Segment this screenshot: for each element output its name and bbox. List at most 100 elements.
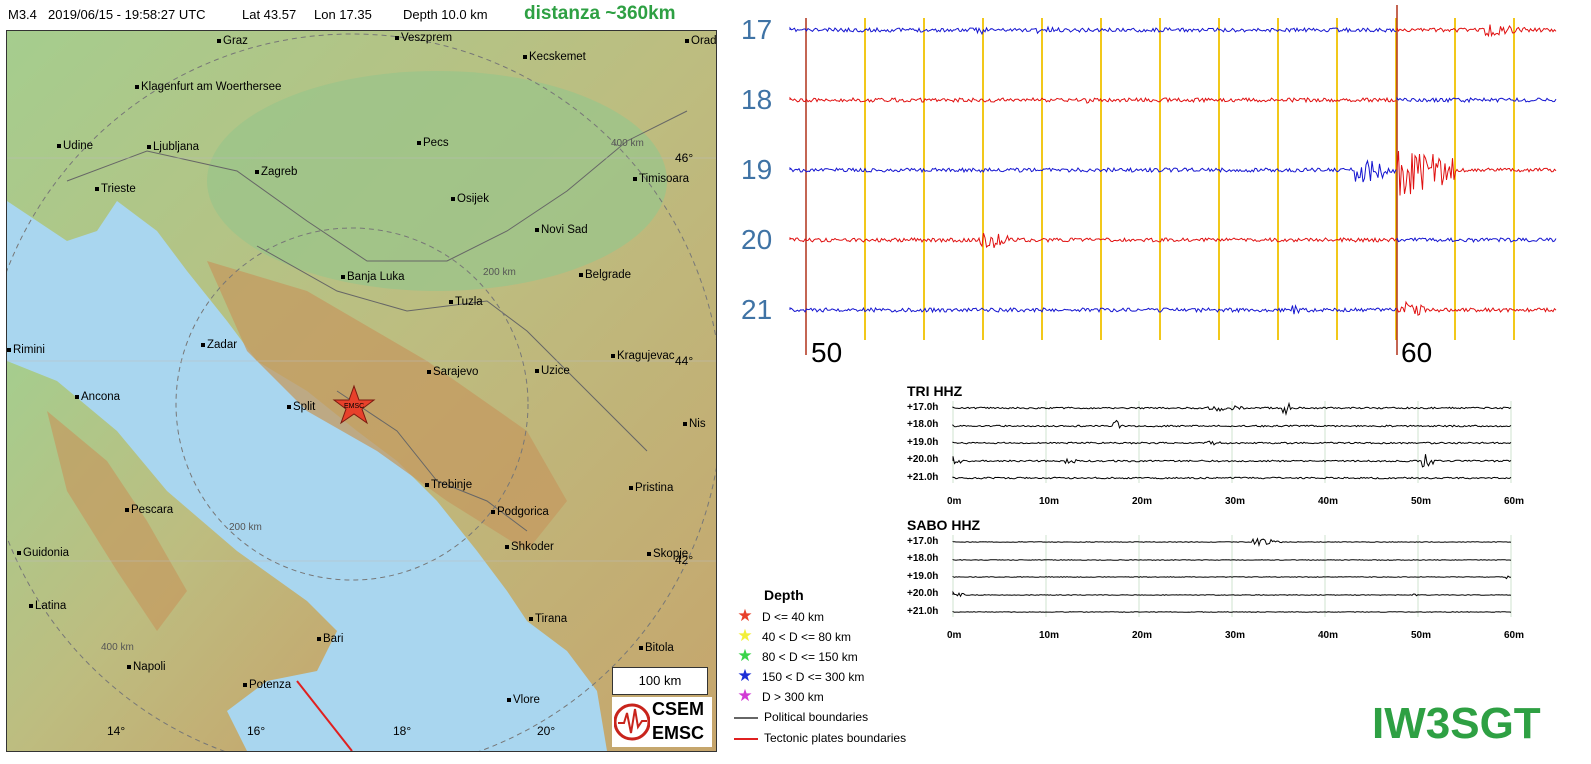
magnitude: M3.4	[8, 7, 37, 22]
city-label: Orad	[685, 35, 716, 47]
city-label: Potenza	[243, 679, 291, 691]
drum-trace	[1396, 150, 1557, 196]
city-label: Kragujevac	[611, 350, 675, 362]
city-label: Uzice	[535, 365, 570, 377]
axis-label: 40m	[1318, 496, 1339, 507]
station-helicorder-tri: TRI HHZ +17.0h +18.0h +19.0h +20.0h +21.…	[907, 383, 1527, 511]
row-label: +20.0h	[907, 588, 939, 599]
scale-bar: 100 km	[612, 667, 708, 695]
row-label: +19.0h	[907, 437, 939, 448]
lon-label: 14°	[107, 724, 126, 738]
heli-trace	[952, 575, 1512, 580]
hour-label: 18	[741, 84, 773, 115]
logo-text-csem: CSEM	[652, 699, 705, 719]
ring-label: 200 km	[229, 522, 262, 533]
city-label: Pristina	[629, 482, 673, 494]
star-icon: ★	[737, 606, 753, 625]
city-label: Shkoder	[505, 541, 554, 553]
map-terrain	[7, 31, 716, 751]
drum-trace	[789, 159, 1397, 183]
hour-label: 17	[741, 14, 773, 45]
event-lat: Lat 43.57	[242, 7, 297, 22]
legend-item: ★ 40 < D <= 80 km	[734, 626, 851, 646]
city-label: Graz	[217, 35, 248, 47]
row-label: +18.0h	[907, 553, 939, 564]
event-lon: Lon 17.35	[314, 7, 372, 22]
station-name: TRI HHZ	[907, 383, 963, 399]
heli-trace	[952, 476, 1512, 480]
city-label: Banja Luka	[341, 271, 405, 283]
hour-label: 21	[741, 294, 773, 325]
axis-label: 30m	[1225, 496, 1246, 507]
city-label: Rimini	[7, 344, 45, 356]
drum-trace	[1396, 236, 1557, 243]
drum-trace	[789, 96, 1397, 104]
row-label: +17.0h	[907, 536, 939, 547]
heli-trace	[952, 440, 1512, 446]
heli-trace	[952, 590, 1512, 598]
heli-trace	[952, 401, 1512, 416]
city-label: Kecskemet	[523, 51, 586, 63]
drum-traces	[789, 5, 1557, 355]
drum-trace	[789, 25, 1397, 36]
drum-trace	[1396, 96, 1557, 104]
city-label: Sarajevo	[427, 366, 478, 378]
emsc-globe-icon	[614, 703, 650, 741]
star-icon: ★	[737, 646, 753, 665]
drum-trace	[789, 304, 1397, 315]
star-icon: ★	[737, 626, 753, 645]
star-icon: ★	[737, 686, 753, 705]
city-label: Timisoara	[633, 173, 689, 185]
city-label: Pescara	[125, 504, 173, 516]
row-label: +18.0h	[907, 419, 939, 430]
city-label: Ljubljana	[147, 141, 199, 153]
hour-label: 20	[741, 224, 773, 255]
station-helicorder-sabo: SABO HHZ +17.0h +18.0h +19.0h +20.0h +21…	[907, 517, 1527, 645]
axis-label: 20m	[1132, 496, 1153, 507]
city-label: Skopje	[647, 548, 688, 560]
city-label: Podgorica	[491, 506, 549, 518]
axis-label: 0m	[947, 630, 962, 641]
lon-label: 18°	[393, 724, 412, 738]
station-name: SABO HHZ	[907, 517, 981, 533]
drum-seismogram: 17 18 19 20 21 50 60	[735, 0, 1565, 380]
row-label: +19.0h	[907, 571, 939, 582]
hour-label: 19	[741, 154, 773, 185]
legend-title: Depth	[764, 587, 804, 603]
row-label: +21.0h	[907, 472, 939, 483]
city-label: Guidonia	[17, 547, 69, 559]
axis-label: 60m	[1504, 496, 1525, 507]
city-label: Osijek	[451, 193, 489, 205]
drum-trace	[1396, 24, 1557, 38]
city-label: Tirana	[529, 613, 567, 625]
row-label: +21.0h	[907, 606, 939, 617]
epicenter-map[interactable]: Graz Veszprem Kecskemet Orad Klagenfurt …	[6, 30, 717, 752]
city-label: Zadar	[201, 339, 237, 351]
epicenter-star-icon	[332, 384, 376, 425]
city-label: Ancona	[75, 391, 120, 403]
epicenter-label: EMSC	[344, 403, 365, 410]
city-label: Novi Sad	[535, 224, 588, 236]
event-header: M3.4 2019/06/15 - 19:58:27 UTC Lat 43.57…	[0, 0, 720, 30]
minute-label: 60	[1401, 337, 1433, 368]
axis-label: 40m	[1318, 630, 1339, 641]
city-label: Pecs	[417, 137, 449, 149]
heli-trace	[952, 419, 1512, 430]
heli-trace	[952, 454, 1512, 468]
city-label: Bari	[317, 633, 343, 645]
axis-label: 10m	[1039, 630, 1060, 641]
depth-legend: Depth ★ D <= 40 km ★ 40 < D <= 80 km ★ 80 <…	[730, 586, 950, 756]
lat-label: 44°	[675, 354, 694, 368]
heli-trace	[952, 537, 1512, 547]
city-label: Trebinje	[425, 479, 472, 491]
city-label: Nis	[683, 418, 706, 430]
city-label: Napoli	[127, 661, 166, 673]
city-label: Bitola	[639, 642, 674, 654]
city-label: Split	[287, 401, 315, 413]
legend-item: ★ 150 < D <= 300 km	[734, 666, 864, 686]
ring-label: 200 km	[483, 267, 516, 278]
city-label: Zagreb	[255, 166, 297, 178]
station-callsign: IW3SGT	[1372, 699, 1541, 748]
political-line-icon	[734, 716, 758, 719]
drum-trace	[789, 232, 1397, 248]
